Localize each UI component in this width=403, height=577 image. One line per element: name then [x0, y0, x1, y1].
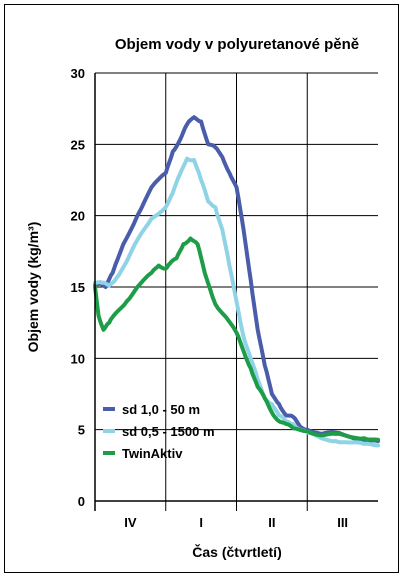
- x-axis-label: Čas (čtvrtletí): [192, 543, 281, 560]
- y-tick-label: 5: [78, 423, 85, 438]
- y-tick-label: 0: [78, 494, 85, 509]
- x-tick-label: IV: [124, 515, 137, 530]
- legend-label: sd 0,5 - 1500 m: [122, 424, 215, 439]
- legend-label: TwinAktiv: [122, 446, 183, 461]
- series-line: [93, 236, 380, 442]
- y-axis-label: Objem vody (kg/m³): [25, 222, 41, 353]
- y-tick-label: 30: [71, 66, 85, 81]
- x-tick-label: III: [337, 515, 348, 530]
- chart-frame: [4, 4, 399, 573]
- y-tick-label: 10: [71, 351, 85, 366]
- y-tick-label: 20: [71, 209, 85, 224]
- x-tick-label: II: [268, 515, 275, 530]
- x-tick-label: I: [199, 515, 203, 530]
- legend-label: sd 1,0 - 50 m: [122, 402, 200, 417]
- chart-title: Objem vody v polyuretanové pěně: [115, 36, 359, 53]
- y-tick-label: 15: [71, 280, 85, 295]
- y-tick-label: 25: [71, 137, 85, 152]
